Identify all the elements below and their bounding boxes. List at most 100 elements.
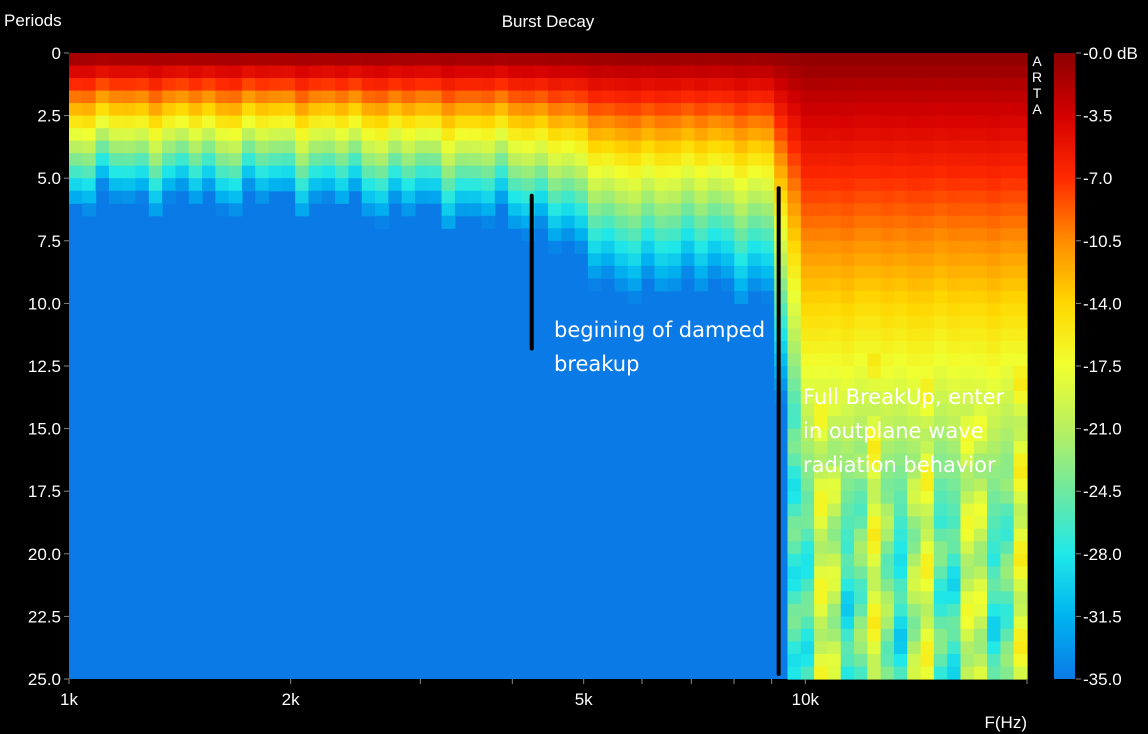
heatmap-cell <box>947 240 962 254</box>
heatmap-cell <box>375 153 389 167</box>
heatmap-cell <box>867 628 882 643</box>
heatmap-cell <box>122 165 137 179</box>
heatmap-cell <box>800 65 815 79</box>
colorbar-tick-label: -21.0 <box>1083 420 1122 439</box>
colorbar-tick-label: -14.0 <box>1083 294 1122 313</box>
heatmap-cell <box>880 453 895 467</box>
heatmap-cell <box>867 453 882 467</box>
heatmap-cell <box>907 591 922 605</box>
heatmap-cell <box>960 165 975 179</box>
heatmap-cell <box>987 240 1001 254</box>
heatmap-cell <box>774 353 789 367</box>
heatmap-cell <box>880 178 895 192</box>
heatmap-cell <box>162 78 177 92</box>
heatmap-cell <box>548 103 562 117</box>
heatmap-cell <box>880 115 895 129</box>
heatmap-cell <box>654 128 669 142</box>
heatmap-cell <box>920 165 935 179</box>
heatmap-cell <box>441 203 456 217</box>
heatmap-cell <box>960 228 975 242</box>
heatmap-cell <box>454 178 469 192</box>
heatmap-cell <box>787 165 802 179</box>
heatmap-cell <box>175 140 190 154</box>
heatmap-cell <box>255 178 270 192</box>
heatmap-cell <box>188 103 203 117</box>
heatmap-cell <box>348 128 363 142</box>
heatmap-cell <box>295 90 310 104</box>
heatmap-cell <box>973 265 988 279</box>
heatmap-cell <box>175 65 190 79</box>
heatmap-cell <box>627 228 642 242</box>
heatmap-cell <box>548 203 562 217</box>
heatmap-cell <box>800 528 815 542</box>
heatmap-cell <box>69 115 83 129</box>
heatmap-cell <box>468 90 483 104</box>
heatmap-cell <box>787 541 802 555</box>
heatmap-cell <box>428 165 443 179</box>
heatmap-cell <box>987 115 1001 129</box>
heatmap-cell <box>135 90 150 104</box>
heatmap-cell <box>907 491 922 505</box>
heatmap-cell <box>548 240 562 254</box>
heatmap-cell <box>148 165 163 179</box>
heatmap-cell <box>987 278 1001 292</box>
heatmap-cell <box>814 115 829 129</box>
heatmap-cell <box>893 78 908 92</box>
heatmap-cell <box>521 178 536 192</box>
heatmap-cell <box>920 378 935 392</box>
heatmap-cell <box>69 78 83 92</box>
heatmap-cell <box>574 190 589 204</box>
heatmap-cell <box>95 140 110 154</box>
heatmap-cell <box>814 378 829 392</box>
heatmap-cell <box>1013 65 1028 79</box>
heatmap-cell <box>920 290 935 304</box>
heatmap-cell <box>973 628 988 643</box>
heatmap-cell <box>987 128 1001 142</box>
heatmap-cell <box>587 278 602 292</box>
heatmap-cell <box>880 478 895 492</box>
heatmap-cell <box>827 115 842 129</box>
heatmap-cell <box>987 366 1001 380</box>
colorbar-tick-label: -3.5 <box>1083 107 1112 126</box>
heatmap-cell <box>920 140 935 154</box>
heatmap-cell <box>468 140 483 154</box>
heatmap-cell <box>587 115 602 129</box>
heatmap-cell <box>720 153 735 167</box>
heatmap-cell <box>627 203 642 217</box>
heatmap-cell <box>1013 453 1028 467</box>
heatmap-cell <box>574 78 589 92</box>
heatmap-cell <box>814 366 829 380</box>
heatmap-cell <box>627 90 642 104</box>
colorbar-tick-label: -10.5 <box>1083 232 1122 251</box>
heatmap-cell <box>148 203 163 217</box>
x-tick-label: 1k <box>60 690 78 709</box>
heatmap-cell <box>1000 128 1015 142</box>
heatmap-cell <box>814 578 829 592</box>
heatmap-cell <box>907 553 922 567</box>
heatmap-cell <box>241 153 256 167</box>
heatmap-cell <box>587 90 602 104</box>
heatmap-cell <box>707 78 722 92</box>
heatmap-cell <box>414 115 429 129</box>
heatmap-cell <box>1013 253 1028 267</box>
heatmap-cell <box>933 441 948 455</box>
heatmap-cell <box>867 416 882 430</box>
heatmap-cell <box>867 378 882 392</box>
heatmap-cell <box>987 603 1001 617</box>
heatmap-cell <box>454 128 469 142</box>
heatmap-cell <box>893 165 908 179</box>
heatmap-cell <box>987 591 1001 605</box>
heatmap-cell <box>827 466 842 480</box>
heatmap-cell <box>295 103 310 117</box>
heatmap-cell <box>987 653 1001 668</box>
heatmap-cell <box>747 190 762 204</box>
heatmap-cell <box>880 328 895 342</box>
heatmap-cell <box>867 215 882 229</box>
heatmap-cell <box>973 366 988 380</box>
heatmap-cell <box>854 178 868 192</box>
heatmap-cell <box>428 153 443 167</box>
heatmap-cell <box>468 115 483 129</box>
heatmap-cell <box>814 641 829 655</box>
heatmap-cell <box>893 478 908 492</box>
